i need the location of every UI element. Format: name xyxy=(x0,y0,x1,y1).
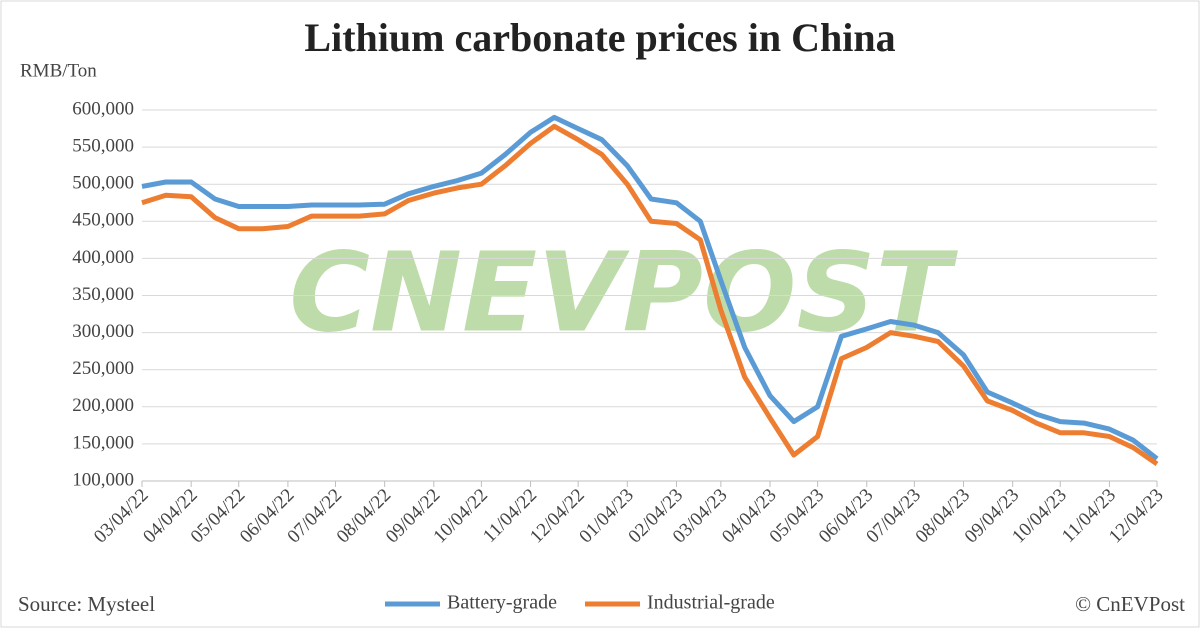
y-tick-label: 550,000 xyxy=(72,135,134,156)
y-tick-label: 100,000 xyxy=(72,469,134,490)
y-axis-label: RMB/Ton xyxy=(20,60,97,81)
y-tick-label: 200,000 xyxy=(72,395,134,416)
line-series xyxy=(141,123,1159,466)
chart-title: Lithium carbonate prices in China xyxy=(304,15,895,60)
y-tick-label: 350,000 xyxy=(72,284,134,305)
y-tick-label: 600,000 xyxy=(72,98,134,119)
legend-label: Battery-grade xyxy=(447,592,557,614)
y-tick-label: 150,000 xyxy=(72,432,134,453)
y-tick-label: 500,000 xyxy=(72,173,134,194)
line-series xyxy=(141,114,1159,461)
y-tick-label: 400,000 xyxy=(72,247,134,268)
y-tick-label: 250,000 xyxy=(72,358,134,379)
watermark: CNEVPOST xyxy=(289,228,958,356)
source: Source: Mysteel xyxy=(18,592,155,616)
y-tick-label: 300,000 xyxy=(72,321,134,342)
y-tick-label: 450,000 xyxy=(72,210,134,231)
legend-label: Industrial-grade xyxy=(647,592,775,614)
credit: © CnEVPost xyxy=(1075,592,1185,616)
